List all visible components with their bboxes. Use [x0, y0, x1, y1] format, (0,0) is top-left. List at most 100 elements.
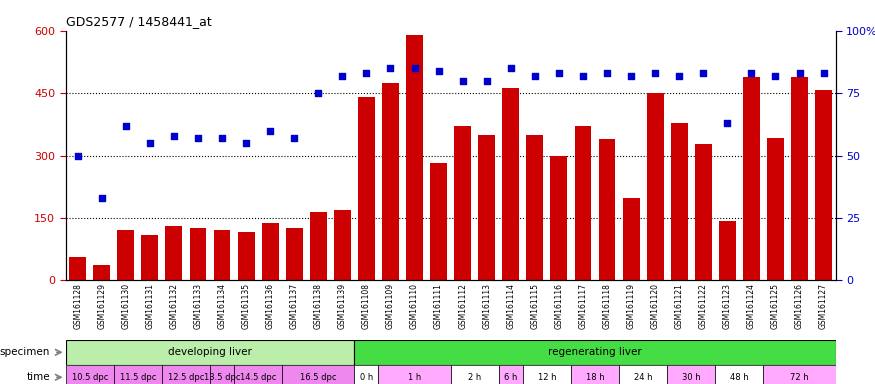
Text: 14.5 dpc: 14.5 dpc: [240, 373, 276, 382]
Point: [696, 70, 710, 76]
Text: GSM161138: GSM161138: [314, 283, 323, 329]
Point: [672, 73, 686, 79]
Text: GSM161117: GSM161117: [578, 283, 587, 329]
Bar: [767, 138, 784, 280]
Point: [768, 73, 782, 79]
Point: [745, 70, 759, 76]
Text: GSM161135: GSM161135: [242, 283, 250, 329]
Point: [119, 122, 133, 129]
Bar: [114, 365, 162, 384]
Text: developing liver: developing liver: [168, 347, 252, 358]
Text: GSM161112: GSM161112: [458, 283, 467, 329]
Text: 6 h: 6 h: [504, 373, 517, 382]
Bar: [647, 93, 663, 280]
Text: GSM161128: GSM161128: [74, 283, 82, 329]
Bar: [354, 340, 836, 365]
Text: 12.5 dpc: 12.5 dpc: [168, 373, 204, 382]
Bar: [69, 257, 86, 280]
Point: [335, 73, 349, 79]
Point: [528, 73, 542, 79]
Point: [600, 70, 614, 76]
Text: GSM161139: GSM161139: [338, 283, 346, 329]
Text: GSM161133: GSM161133: [193, 283, 202, 329]
Bar: [550, 156, 567, 280]
Bar: [379, 365, 451, 384]
Point: [648, 70, 662, 76]
Text: 13.5 dpc: 13.5 dpc: [204, 373, 241, 382]
Text: GSM161118: GSM161118: [603, 283, 612, 329]
Text: time: time: [26, 372, 50, 382]
Bar: [719, 221, 736, 280]
Bar: [791, 77, 808, 280]
Text: 0 h: 0 h: [360, 373, 373, 382]
Text: GSM161136: GSM161136: [266, 283, 275, 329]
Bar: [117, 230, 134, 280]
Bar: [234, 365, 282, 384]
Text: GSM161111: GSM161111: [434, 283, 443, 329]
Text: GSM161113: GSM161113: [482, 283, 491, 329]
Text: GSM161108: GSM161108: [362, 283, 371, 329]
Text: GSM161131: GSM161131: [145, 283, 154, 329]
Bar: [571, 365, 620, 384]
Text: GSM161132: GSM161132: [170, 283, 178, 329]
Text: GSM161134: GSM161134: [218, 283, 227, 329]
Bar: [430, 163, 447, 280]
Bar: [354, 365, 379, 384]
Bar: [499, 365, 523, 384]
Point: [215, 135, 229, 141]
Text: GSM161115: GSM161115: [530, 283, 539, 329]
Bar: [334, 210, 351, 280]
Bar: [310, 212, 326, 280]
Bar: [165, 226, 182, 280]
Bar: [527, 135, 543, 280]
Bar: [451, 365, 499, 384]
Bar: [358, 97, 374, 280]
Text: 18 h: 18 h: [585, 373, 605, 382]
Bar: [695, 144, 711, 280]
Text: 48 h: 48 h: [730, 373, 749, 382]
Bar: [214, 230, 230, 280]
Point: [793, 70, 807, 76]
Bar: [66, 365, 114, 384]
Bar: [502, 88, 519, 280]
Bar: [523, 365, 571, 384]
Bar: [575, 126, 592, 280]
Text: 24 h: 24 h: [634, 373, 653, 382]
Point: [71, 152, 85, 159]
Text: regenerating liver: regenerating liver: [548, 347, 642, 358]
Text: GSM161109: GSM161109: [386, 283, 395, 329]
Point: [624, 73, 638, 79]
Text: GSM161137: GSM161137: [290, 283, 298, 329]
Bar: [382, 83, 399, 280]
Point: [576, 73, 590, 79]
Text: GSM161114: GSM161114: [507, 283, 515, 329]
Bar: [286, 228, 303, 280]
Text: GSM161126: GSM161126: [795, 283, 804, 329]
Point: [167, 132, 181, 139]
Bar: [162, 365, 210, 384]
Bar: [763, 365, 836, 384]
Text: GDS2577 / 1458441_at: GDS2577 / 1458441_at: [66, 15, 212, 28]
Text: 30 h: 30 h: [682, 373, 701, 382]
Text: 72 h: 72 h: [790, 373, 808, 382]
Bar: [210, 365, 235, 384]
Bar: [190, 228, 206, 280]
Text: GSM161116: GSM161116: [555, 283, 564, 329]
Point: [143, 140, 157, 146]
Text: GSM161125: GSM161125: [771, 283, 780, 329]
Point: [816, 70, 830, 76]
Bar: [479, 135, 495, 280]
Text: 10.5 dpc: 10.5 dpc: [72, 373, 108, 382]
Text: GSM161119: GSM161119: [626, 283, 635, 329]
Text: GSM161127: GSM161127: [819, 283, 828, 329]
Bar: [406, 35, 423, 280]
Bar: [142, 235, 158, 280]
Bar: [620, 365, 668, 384]
Point: [94, 195, 108, 201]
Point: [287, 135, 301, 141]
Point: [720, 120, 734, 126]
Text: GSM161120: GSM161120: [651, 283, 660, 329]
Text: GSM161122: GSM161122: [699, 283, 708, 329]
Point: [312, 90, 326, 96]
Bar: [262, 223, 278, 280]
